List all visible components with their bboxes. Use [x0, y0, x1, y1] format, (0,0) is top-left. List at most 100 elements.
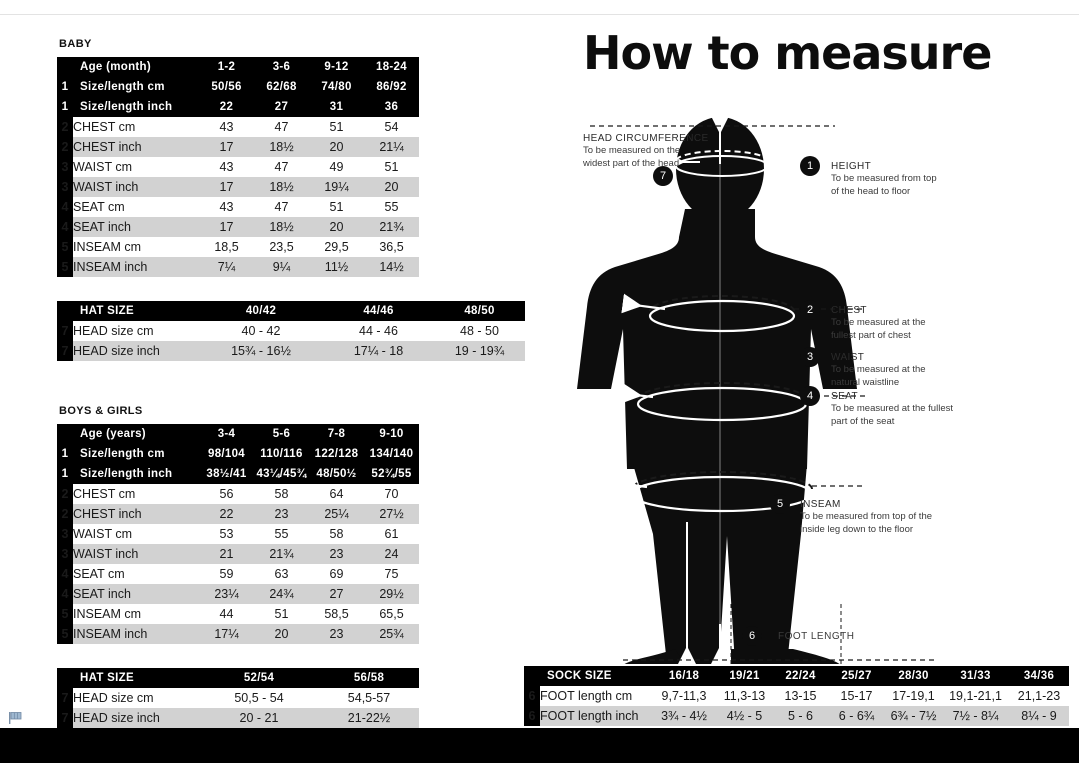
table-cell: 27	[309, 584, 364, 604]
marker-waist[interactable]: 3	[800, 347, 820, 367]
kids-table-body: Age (years) 3-4 5-6 7-8 9-10 1 Size/length cm 9…	[57, 424, 419, 644]
table-row: 4 SEAT cm 43 47 51 55	[57, 197, 419, 217]
row-number-cell: 5	[57, 604, 73, 624]
marker-chest[interactable]: 2	[800, 300, 820, 320]
table-cell: 53	[199, 524, 254, 544]
column-header: 18-24	[364, 57, 419, 77]
table-row: 3 WAIST inch 21 21¾ 23 24	[57, 544, 419, 564]
table-cell: 44 - 46	[323, 321, 434, 341]
row-number-cell	[57, 424, 73, 444]
annotation-title: HEIGHT	[831, 161, 872, 172]
marker-inseam[interactable]: 5	[770, 494, 790, 514]
measurement-diagram: HEAD CIRCUMFERENCE To be measured on the…	[535, 104, 1055, 691]
table-cell: 47	[254, 157, 309, 177]
row-label: FOOT length inch	[540, 706, 652, 726]
table-cell: 43	[199, 117, 254, 137]
table-cell: 23,5	[254, 237, 309, 257]
row-label: INSEAM cm	[73, 237, 199, 257]
table-cell: 50,5 - 54	[199, 688, 319, 708]
column-header: 31/33	[942, 666, 1009, 686]
annotation-line2: widest part of the head	[583, 157, 680, 169]
annotation-line2: natural waistline	[831, 376, 900, 388]
table-row: 2 CHEST cm 56 58 64 70	[57, 484, 419, 504]
row-number-cell: 1	[57, 77, 73, 97]
table-cell: 59	[199, 564, 254, 584]
table-cell: 7¼	[199, 257, 254, 277]
table-cell: 15-17	[828, 686, 885, 706]
table-cell: 21¾	[364, 217, 419, 237]
row-number-cell: 3	[57, 524, 73, 544]
flag-icon[interactable]	[8, 711, 24, 725]
table-cell: 24	[364, 544, 419, 564]
table-cell: 23	[254, 504, 309, 524]
annotation-line1: To be measured at the fullest	[831, 403, 953, 415]
row-label: CHEST cm	[73, 117, 199, 137]
table-row: 5 INSEAM cm 18,5 23,5 29,5 36,5	[57, 237, 419, 257]
annotation-line2: of the head to floor	[831, 185, 911, 197]
annotation-line1: To be measured on the	[583, 145, 681, 157]
annotation-line1: To be measured from top of the	[800, 511, 933, 523]
row-label: Size/length inch	[73, 464, 199, 484]
marker-seat[interactable]: 4	[800, 386, 820, 406]
marker-height[interactable]: 1	[800, 156, 820, 176]
table-cell: 19¼	[309, 177, 364, 197]
column-header-label: Age (years)	[73, 424, 199, 444]
table-cell: 49	[309, 157, 364, 177]
table-row: 1 Size/length inch 22 27 31 36	[57, 97, 419, 117]
table-cell: 20	[309, 217, 364, 237]
bottom-bar	[0, 728, 1079, 763]
table-cell: 14½	[364, 257, 419, 277]
row-label: WAIST cm	[73, 524, 199, 544]
table-cell: 51	[254, 604, 309, 624]
table-cell: 18½	[254, 217, 309, 237]
table-cell: 43	[199, 197, 254, 217]
table-cell: 38½/41	[199, 464, 254, 484]
row-number-cell: 3	[57, 544, 73, 564]
table-cell: 36,5	[364, 237, 419, 257]
table-cell: 51	[309, 117, 364, 137]
table-cell: 11½	[309, 257, 364, 277]
table-row: 4 SEAT inch 23¼ 24¾ 27 29½	[57, 584, 419, 604]
table-cell: 9¼	[254, 257, 309, 277]
annotation-title: HEAD CIRCUMFERENCE	[583, 133, 709, 144]
column-header: 3-6	[254, 57, 309, 77]
table-cell: 31	[309, 97, 364, 117]
page-title: How to measure	[583, 26, 992, 80]
row-number-cell: 2	[57, 137, 73, 157]
row-number-cell: 2	[57, 117, 73, 137]
annotation-line2: fullest part of chest	[831, 329, 911, 341]
row-label: SEAT inch	[73, 217, 199, 237]
table-cell: 20 - 21	[199, 708, 319, 728]
table-cell: 23¼	[199, 584, 254, 604]
column-header: 52/54	[199, 668, 319, 688]
table-cell: 56	[199, 484, 254, 504]
table-row: 4 SEAT cm 59 63 69 75	[57, 564, 419, 584]
row-number-cell: 3	[57, 157, 73, 177]
marker-head-circumference[interactable]: 7	[653, 166, 673, 186]
table-cell: 5 - 6	[773, 706, 828, 726]
top-divider	[0, 14, 1079, 15]
column-header: 28/30	[885, 666, 942, 686]
table-cell: 11,3-13	[716, 686, 773, 706]
column-header: 34/36	[1009, 666, 1069, 686]
table-cell: 3¾ - 4½	[652, 706, 716, 726]
table-cell: 50/56	[199, 77, 254, 97]
row-label: SEAT cm	[73, 564, 199, 584]
annotation-head-circumference: HEAD CIRCUMFERENCE To be measured on the…	[583, 132, 743, 170]
table-cell: 54	[364, 117, 419, 137]
baby-hat-table: HAT SIZE 40/42 44/46 48/50 7 HEAD size cm 40 -…	[57, 301, 525, 361]
marker-foot-length[interactable]: 6	[742, 626, 762, 646]
table-cell: 18½	[254, 177, 309, 197]
column-header: 40/42	[199, 301, 323, 321]
table-cell: 86/92	[364, 77, 419, 97]
column-header: 48/50	[434, 301, 525, 321]
table-cell: 22	[199, 97, 254, 117]
row-label: HEAD size cm	[73, 688, 199, 708]
table-cell: 51	[364, 157, 419, 177]
table-row: 1 Size/length inch 38½/41 43¼/45¾ 48/50½ 52¾/…	[57, 464, 419, 484]
table-cell: 62/68	[254, 77, 309, 97]
row-label: SEAT inch	[73, 584, 199, 604]
table-cell: 23	[309, 544, 364, 564]
table-cell: 48 - 50	[434, 321, 525, 341]
